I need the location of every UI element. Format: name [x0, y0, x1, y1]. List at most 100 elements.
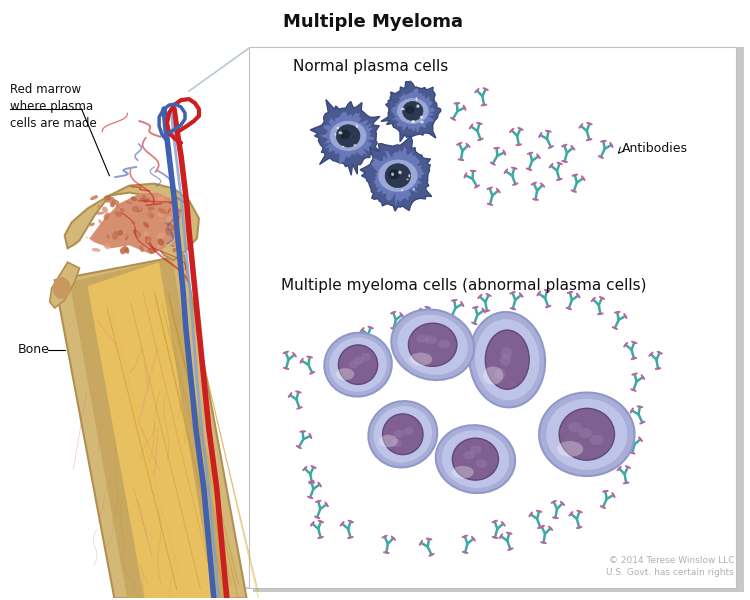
Ellipse shape — [401, 189, 403, 191]
Ellipse shape — [382, 415, 424, 454]
Ellipse shape — [172, 248, 177, 253]
Ellipse shape — [546, 399, 628, 470]
Ellipse shape — [142, 198, 146, 202]
Polygon shape — [88, 262, 214, 598]
Text: Red marrow
where plasma
cells are made: Red marrow where plasma cells are made — [10, 83, 97, 130]
Ellipse shape — [356, 124, 358, 128]
Ellipse shape — [143, 222, 149, 228]
Ellipse shape — [340, 130, 350, 139]
Ellipse shape — [112, 199, 119, 205]
Ellipse shape — [590, 434, 604, 445]
Ellipse shape — [334, 133, 337, 136]
Ellipse shape — [170, 226, 174, 230]
Ellipse shape — [476, 460, 488, 468]
Ellipse shape — [125, 236, 128, 241]
Ellipse shape — [173, 216, 179, 222]
Ellipse shape — [361, 353, 370, 361]
Ellipse shape — [539, 392, 634, 476]
Ellipse shape — [340, 129, 360, 146]
Polygon shape — [320, 112, 374, 164]
Ellipse shape — [464, 451, 475, 460]
Ellipse shape — [157, 244, 162, 248]
Ellipse shape — [397, 98, 428, 124]
Ellipse shape — [336, 368, 354, 380]
Ellipse shape — [104, 243, 111, 249]
Ellipse shape — [408, 174, 410, 178]
Ellipse shape — [386, 164, 410, 188]
Ellipse shape — [392, 439, 402, 447]
Polygon shape — [381, 82, 441, 142]
Ellipse shape — [114, 211, 122, 217]
Ellipse shape — [90, 195, 98, 200]
Ellipse shape — [391, 173, 394, 176]
Ellipse shape — [117, 239, 122, 243]
FancyBboxPatch shape — [253, 47, 744, 592]
Ellipse shape — [170, 245, 175, 247]
Ellipse shape — [166, 216, 176, 224]
Ellipse shape — [171, 235, 178, 244]
Ellipse shape — [139, 197, 146, 200]
Ellipse shape — [411, 120, 415, 123]
Ellipse shape — [102, 206, 108, 213]
Polygon shape — [55, 255, 247, 598]
Ellipse shape — [390, 168, 411, 186]
Ellipse shape — [338, 131, 342, 134]
Ellipse shape — [172, 241, 176, 244]
Ellipse shape — [436, 425, 515, 493]
Ellipse shape — [485, 330, 530, 389]
Ellipse shape — [452, 438, 499, 480]
Ellipse shape — [409, 323, 457, 367]
Ellipse shape — [470, 312, 545, 407]
Ellipse shape — [452, 439, 500, 479]
Ellipse shape — [442, 430, 509, 488]
Ellipse shape — [136, 206, 143, 212]
Ellipse shape — [484, 331, 530, 388]
Ellipse shape — [338, 345, 378, 385]
Ellipse shape — [134, 225, 141, 233]
Ellipse shape — [120, 208, 124, 212]
Ellipse shape — [109, 196, 115, 205]
Ellipse shape — [92, 248, 100, 252]
Ellipse shape — [140, 245, 144, 252]
Ellipse shape — [406, 179, 409, 180]
Ellipse shape — [324, 333, 392, 397]
Ellipse shape — [172, 207, 177, 211]
Ellipse shape — [501, 347, 512, 359]
Ellipse shape — [146, 236, 152, 241]
Ellipse shape — [420, 121, 424, 124]
Ellipse shape — [560, 409, 614, 460]
Ellipse shape — [104, 195, 111, 200]
Ellipse shape — [167, 208, 171, 214]
Polygon shape — [391, 88, 435, 133]
Ellipse shape — [121, 247, 128, 254]
Ellipse shape — [394, 430, 404, 438]
Polygon shape — [70, 258, 231, 598]
Ellipse shape — [568, 422, 582, 433]
Ellipse shape — [438, 340, 450, 348]
Ellipse shape — [174, 220, 179, 225]
Ellipse shape — [336, 127, 339, 129]
Ellipse shape — [403, 101, 423, 121]
Ellipse shape — [368, 401, 437, 467]
Ellipse shape — [416, 334, 428, 343]
Ellipse shape — [106, 199, 110, 200]
Ellipse shape — [406, 105, 423, 119]
FancyBboxPatch shape — [249, 47, 736, 589]
Ellipse shape — [410, 353, 432, 366]
Ellipse shape — [374, 406, 432, 463]
Ellipse shape — [96, 233, 101, 238]
Ellipse shape — [132, 206, 139, 212]
Ellipse shape — [158, 239, 164, 245]
Ellipse shape — [104, 197, 110, 203]
Text: Multiple myeloma cells (abnormal plasma cells): Multiple myeloma cells (abnormal plasma … — [281, 278, 647, 293]
Ellipse shape — [98, 219, 102, 224]
Ellipse shape — [338, 346, 378, 384]
Ellipse shape — [425, 335, 437, 344]
Polygon shape — [310, 100, 382, 175]
Polygon shape — [371, 147, 425, 207]
Ellipse shape — [134, 205, 143, 211]
Ellipse shape — [349, 361, 358, 368]
Text: Normal plasma cells: Normal plasma cells — [293, 59, 448, 74]
Ellipse shape — [382, 414, 423, 455]
Ellipse shape — [452, 466, 474, 479]
